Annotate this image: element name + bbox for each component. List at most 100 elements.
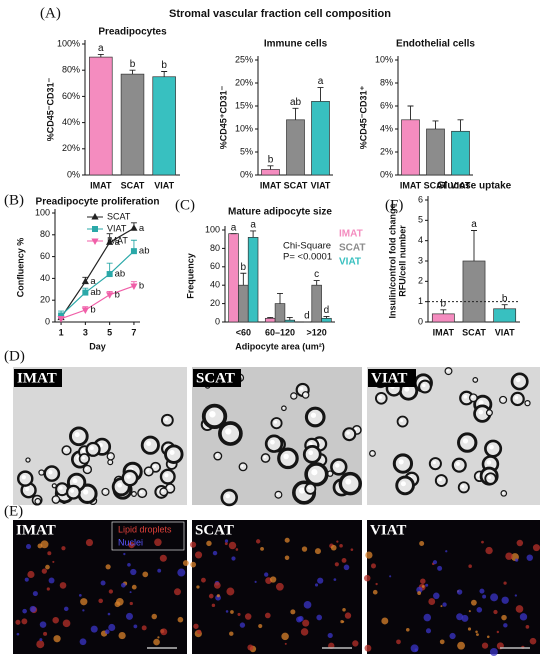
- lipid-droplet: [224, 542, 228, 546]
- lipid-droplet: [475, 630, 478, 634]
- annotation: P= <0.0001: [283, 252, 332, 263]
- significance-letter: ab: [290, 97, 302, 108]
- nucleus: [39, 638, 43, 642]
- significance-letter: a: [139, 223, 145, 234]
- bar: [89, 56, 113, 176]
- droplet-highlight: [478, 400, 484, 406]
- lipid-droplet: [370, 563, 377, 569]
- nucleus: [514, 594, 518, 597]
- x-tick-label: SCAT: [284, 180, 308, 190]
- lipid-droplet: [27, 570, 35, 579]
- lipid-droplet: [381, 617, 389, 625]
- lipid-droplet: [281, 632, 289, 641]
- lipid-droplet: [213, 582, 221, 589]
- y-tick-label: 0: [215, 316, 220, 326]
- significance-letter: a: [250, 220, 256, 231]
- lipid-droplet: [173, 588, 181, 596]
- nucleus: [519, 613, 528, 621]
- lipid-droplet: [420, 578, 426, 584]
- error-bar: [440, 309, 447, 314]
- bar: [120, 73, 145, 176]
- image-label-box: [368, 369, 416, 387]
- x-tick-label: <60: [236, 327, 251, 337]
- x-tick-label: 60–120: [265, 327, 295, 337]
- micrograph: [13, 367, 187, 505]
- bar: [321, 317, 332, 323]
- panel-label: (D): [4, 348, 25, 364]
- nucleus: [526, 554, 533, 561]
- droplet-highlight: [126, 474, 131, 479]
- droplet-highlight: [48, 470, 53, 475]
- panel-label: (E): [4, 503, 23, 519]
- nucleus: [16, 632, 20, 636]
- nucleus: [449, 632, 456, 640]
- lipid-droplet: [52, 616, 59, 624]
- significance-letter: b: [115, 289, 120, 300]
- lipid-droplet: [131, 584, 137, 590]
- error-bar: [277, 293, 283, 304]
- nucleus: [432, 560, 438, 565]
- bar: [247, 237, 259, 323]
- y-tick-label: 10%: [375, 54, 393, 64]
- nucleus: [333, 578, 337, 581]
- lipid-droplet: [486, 635, 490, 639]
- y-tick-label: 3: [418, 255, 423, 265]
- lipid-droplet: [216, 594, 220, 598]
- bar: [426, 128, 445, 176]
- error-bar: [457, 119, 464, 132]
- lipid-droplet: [154, 538, 162, 547]
- droplet-highlight: [36, 499, 39, 502]
- significance-letter: ab: [115, 269, 126, 280]
- droplet-highlight: [474, 378, 476, 381]
- lipid-droplet: [284, 642, 287, 645]
- lipid-droplet: [61, 546, 66, 551]
- droplet-highlight: [335, 463, 340, 468]
- x-axis-label: Adipocyte area (um²): [235, 341, 325, 351]
- lipid-droplet: [193, 623, 199, 629]
- lipid-droplet: [396, 639, 401, 645]
- nucleus: [107, 612, 111, 616]
- nucleus: [130, 568, 137, 576]
- nucleus: [212, 550, 218, 556]
- droplet-highlight: [471, 395, 474, 399]
- lipid-droplet: [485, 546, 493, 555]
- lipid-droplet: [235, 548, 239, 551]
- image-label: VIAT: [370, 522, 406, 538]
- lipid-droplet: [496, 630, 500, 634]
- droplet-highlight: [404, 386, 410, 392]
- droplet-highlight: [346, 431, 350, 435]
- error-bar: [323, 316, 330, 319]
- lipid-droplet: [36, 640, 45, 649]
- error-bar: [292, 107, 299, 120]
- error-bar: [286, 316, 293, 321]
- nucleus: [22, 608, 27, 614]
- significance-letter: d: [304, 311, 310, 322]
- bar: [286, 119, 305, 176]
- lipid-droplet: [53, 635, 61, 643]
- nucleus: [303, 601, 312, 609]
- lipid-droplet: [108, 589, 114, 594]
- line: [60, 285, 135, 320]
- lipid-droplet: [177, 616, 184, 623]
- image-label: SCAT: [195, 522, 234, 538]
- y-tick-label: 4%: [380, 123, 393, 133]
- lipid-droplet: [525, 625, 530, 629]
- lipid-droplet: [142, 571, 149, 578]
- droplet-highlight: [26, 458, 29, 461]
- marker: [130, 283, 138, 291]
- bar: [264, 317, 276, 323]
- nucleus: [425, 583, 429, 587]
- y-tick-label: 40%: [62, 117, 80, 127]
- nucleus: [125, 612, 133, 620]
- droplet-highlight: [276, 493, 279, 496]
- lipid-droplet: [339, 543, 343, 548]
- lipid-droplet: [481, 642, 489, 649]
- droplet-highlight: [308, 450, 314, 456]
- nucleus: [437, 565, 443, 571]
- droplet-highlight: [477, 473, 481, 477]
- lipid-droplet: [260, 546, 264, 551]
- nucleus: [48, 577, 55, 584]
- droplet-highlight: [526, 401, 528, 404]
- nucleus: [489, 648, 498, 656]
- chart-title: Immune cells: [264, 39, 328, 50]
